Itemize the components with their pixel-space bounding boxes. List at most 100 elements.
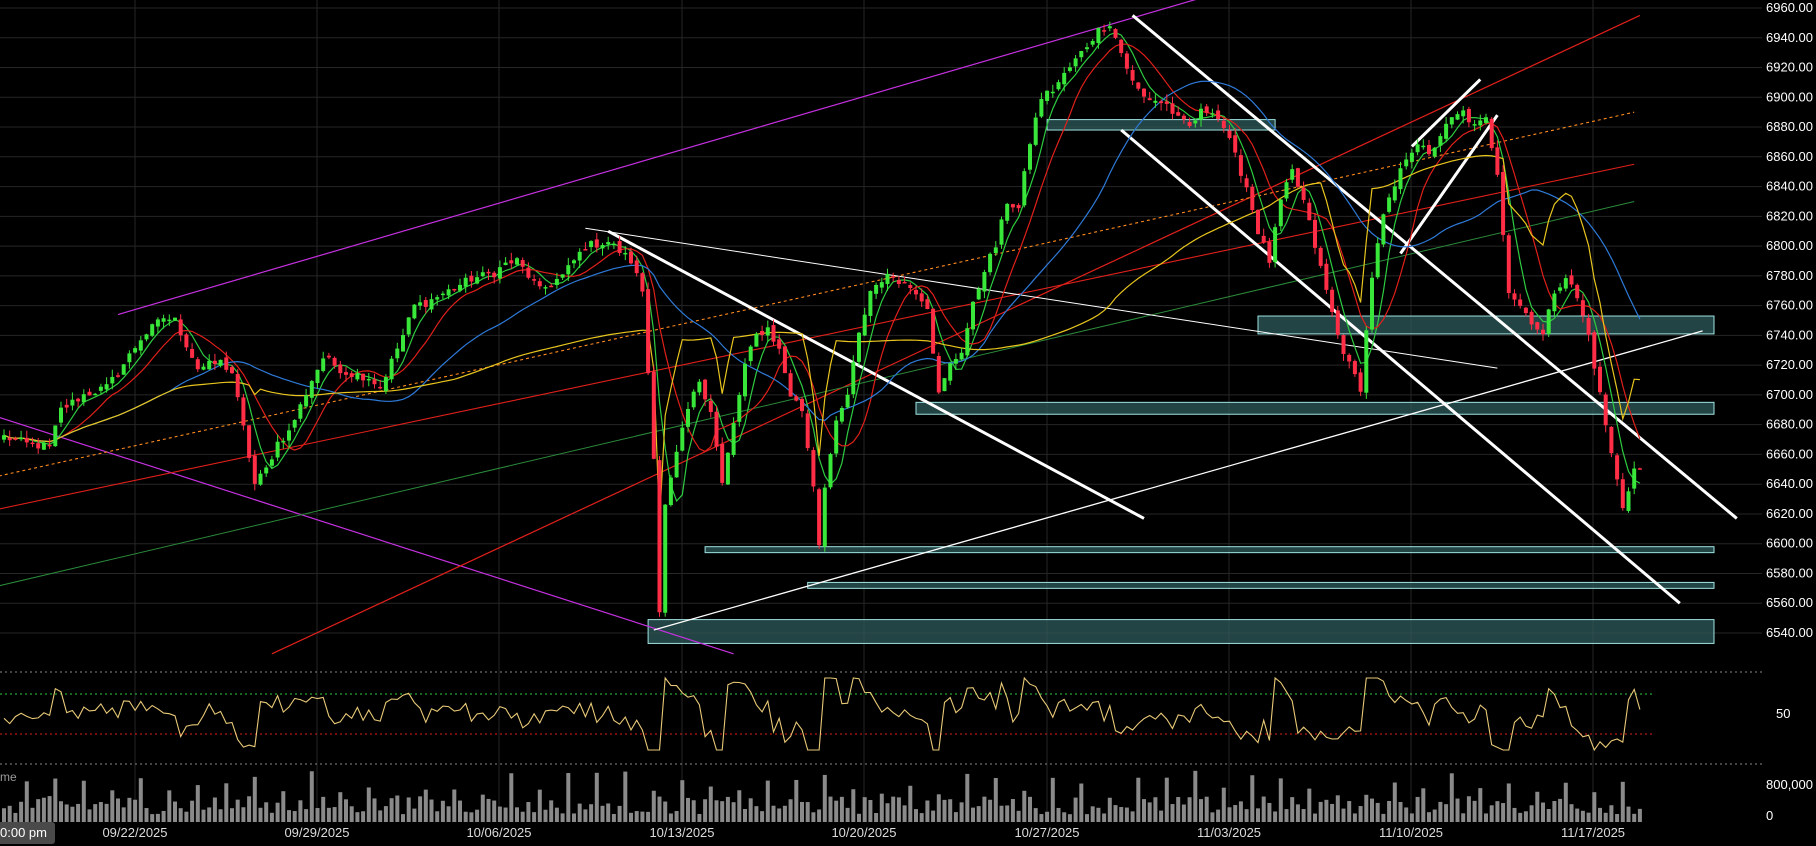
candle-body — [1256, 209, 1260, 235]
candle-body — [116, 375, 120, 377]
volume-bar — [1142, 799, 1146, 822]
volume-bar — [7, 805, 12, 822]
volume-bar — [150, 814, 155, 822]
volume-bar — [896, 797, 901, 822]
volume-bar — [1136, 777, 1141, 822]
volume-bar — [851, 789, 856, 822]
price-zone — [1046, 119, 1276, 131]
price-zone — [647, 619, 1715, 644]
volume-bar — [1523, 811, 1528, 822]
candle-body — [1552, 293, 1557, 312]
volume-bar — [1199, 799, 1203, 822]
candle-body — [184, 334, 189, 348]
candle-body — [241, 397, 246, 426]
candle-body — [440, 293, 445, 296]
candle-body — [361, 373, 366, 381]
volume-bar — [1153, 797, 1158, 822]
volume-bar — [212, 797, 217, 822]
volume-bar — [1432, 809, 1437, 822]
candle-body — [1438, 136, 1443, 146]
candle-body — [1233, 135, 1238, 153]
candle-body — [1067, 67, 1072, 71]
volume-bar — [1347, 801, 1352, 822]
volume-bar — [1518, 812, 1523, 822]
volume-bar — [532, 812, 537, 822]
candle-body — [988, 253, 993, 273]
volume-bar — [931, 810, 936, 822]
candle-body — [1318, 247, 1323, 266]
candle-body — [953, 359, 958, 364]
candle-body — [1028, 144, 1032, 170]
candle-body — [908, 285, 913, 288]
volume-bar — [440, 800, 445, 822]
trendline — [117, 0, 1197, 316]
candle-body — [1478, 120, 1483, 126]
volume-bar — [1563, 782, 1568, 822]
candle-body — [178, 319, 183, 336]
candle-body — [446, 289, 451, 296]
volume-bar — [1529, 805, 1534, 822]
volume-bar — [1005, 805, 1010, 822]
candle-body — [1455, 114, 1460, 120]
candle-body — [1261, 235, 1266, 243]
candle-body — [281, 440, 286, 443]
volume-bar — [953, 812, 958, 822]
candle-body — [1238, 155, 1243, 176]
volume-bar — [1580, 810, 1585, 822]
volume-bar — [241, 807, 246, 822]
volume-bar — [349, 806, 354, 822]
volume-bar — [1409, 813, 1414, 822]
candle-body — [155, 319, 160, 327]
volume-bar — [515, 807, 519, 822]
candle-body — [1295, 168, 1300, 187]
volume-bar — [760, 811, 765, 822]
volume-bar — [857, 813, 861, 822]
volume-bar — [1449, 773, 1454, 822]
price-tick-label: 6900.00 — [1766, 89, 1813, 104]
price-tick-label: 6720.00 — [1766, 357, 1813, 372]
volume-bar — [537, 789, 542, 822]
trendline — [0, 417, 734, 655]
volume-bar — [173, 801, 177, 822]
date-tick-label: 11/17/2025 — [1561, 825, 1625, 840]
volume-bar — [982, 796, 987, 822]
candle-body — [554, 278, 559, 286]
candle-body — [1586, 318, 1591, 335]
candle-body — [110, 376, 115, 384]
volume-bar — [1489, 805, 1494, 822]
candle-body — [497, 267, 502, 279]
candle-body — [537, 281, 542, 287]
candle-body — [1204, 106, 1209, 113]
volume-bar — [611, 813, 616, 822]
volume-bar — [549, 800, 554, 822]
candle-body — [686, 408, 690, 427]
volume-bar — [406, 797, 411, 822]
volume-bar — [315, 808, 320, 822]
volume-bar — [1045, 811, 1050, 822]
candle-body — [691, 391, 696, 408]
candle-body — [651, 371, 656, 459]
volume-bar — [275, 802, 280, 822]
volume-bar — [1478, 788, 1483, 822]
candle-body — [401, 335, 405, 352]
candle-body — [7, 437, 12, 441]
candle-body — [839, 407, 844, 422]
candle-body — [1563, 278, 1568, 289]
candle-body — [543, 287, 548, 289]
volume-bar — [1620, 781, 1625, 822]
volume-bar — [526, 802, 531, 822]
candle-body — [879, 282, 884, 288]
volume-bar — [366, 787, 371, 822]
volume-bar — [395, 795, 400, 822]
volume-bar — [720, 801, 725, 822]
candle-body — [976, 288, 981, 300]
candle-body — [1370, 277, 1374, 330]
volume-bar — [1164, 777, 1169, 822]
trendline — [1131, 14, 1738, 520]
volume-bar — [230, 808, 234, 822]
candle-body — [817, 489, 822, 546]
volume-bar — [1067, 814, 1072, 822]
volume-bar — [1415, 796, 1420, 822]
